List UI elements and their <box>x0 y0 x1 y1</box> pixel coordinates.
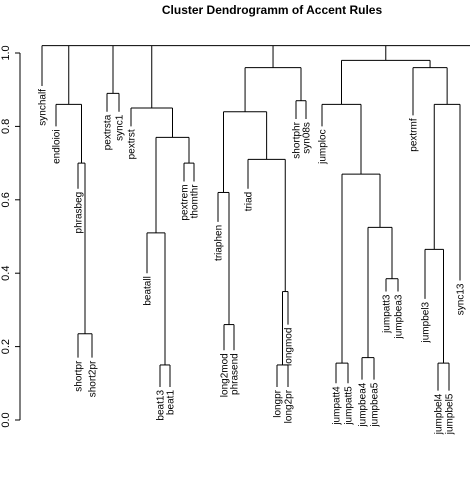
y-tick-label: 0.4 <box>0 266 12 281</box>
leaf-label-jumpatt3: jumpatt3 <box>382 294 393 334</box>
leaf-label-long2mod: long2mod <box>220 353 231 397</box>
leaf-label-beatall: beatall <box>143 276 154 305</box>
leaf-label-triaphen: triaphen <box>214 225 225 261</box>
leaf-label-pextrem: pextrem <box>180 184 191 220</box>
leaf-label-thomthr: thomthr <box>190 184 201 219</box>
y-tick-label: 0.2 <box>0 339 12 354</box>
leaf-label-shortpr: shortpr <box>74 360 85 392</box>
leaf-label-synchalf: synchalf <box>38 89 49 126</box>
leaf-label-jumpbel3: jumpbel3 <box>421 301 432 343</box>
leaf-label-jumpatt4: jumpatt4 <box>332 386 343 426</box>
leaf-label-pextrsta: pextrsta <box>103 114 114 150</box>
y-axis: 0.0 0.2 0.4 0.6 0.8 1.0 <box>0 45 21 428</box>
leaf-label-syn08s: syn08s <box>302 122 313 154</box>
leaf-label-jumploc: jumploc <box>318 129 329 164</box>
y-tick-label: 0.6 <box>0 192 12 207</box>
dendrogram-links <box>41 45 470 391</box>
leaf-label-pextrmf: pextrmf <box>409 118 420 152</box>
leaf-label-jumpbea4: jumpbea4 <box>358 382 369 427</box>
y-tick-label: 1.0 <box>0 45 12 60</box>
leaf-label-jumpbel5: jumpbel5 <box>445 393 456 435</box>
leaf-label-shortphr: shortphr <box>292 121 303 158</box>
leaf-label-pextrst: pextrst <box>127 129 138 159</box>
leaf-label-jumpbel4: jumpbel4 <box>434 393 445 435</box>
leaf-label-phrasbeg: phrasbeg <box>74 192 85 234</box>
leaf-label-short2pr: short2pr <box>88 360 99 397</box>
leaf-label-triad: triad <box>244 192 255 211</box>
leaf-label-long2pr: long2pr <box>284 389 295 423</box>
leaf-label-jumpbea5: jumpbea5 <box>370 382 381 427</box>
leaf-label-sync13: sync13 <box>456 283 467 315</box>
y-tick-label: 0.8 <box>0 119 12 134</box>
leaf-label-longpr: longpr <box>273 389 284 417</box>
leaf-label-sync1: sync1 <box>115 114 126 141</box>
chart-title: Cluster Dendrogramm of Accent Rules <box>162 3 383 17</box>
leaf-label-phrasend: phrasend <box>230 353 241 395</box>
leaf-label-endloioi: endloioi <box>52 129 63 163</box>
leaf-label-beat13: beat13 <box>156 390 167 421</box>
leaf-label-longmod: longmod <box>284 328 295 366</box>
leaf-label-beat1: beat1 <box>166 390 177 415</box>
leaf-label-jumpatt5: jumpatt5 <box>344 386 355 426</box>
leaf-label-jumpbea3: jumpbea3 <box>394 294 405 339</box>
y-tick-label: 0.0 <box>0 412 12 427</box>
